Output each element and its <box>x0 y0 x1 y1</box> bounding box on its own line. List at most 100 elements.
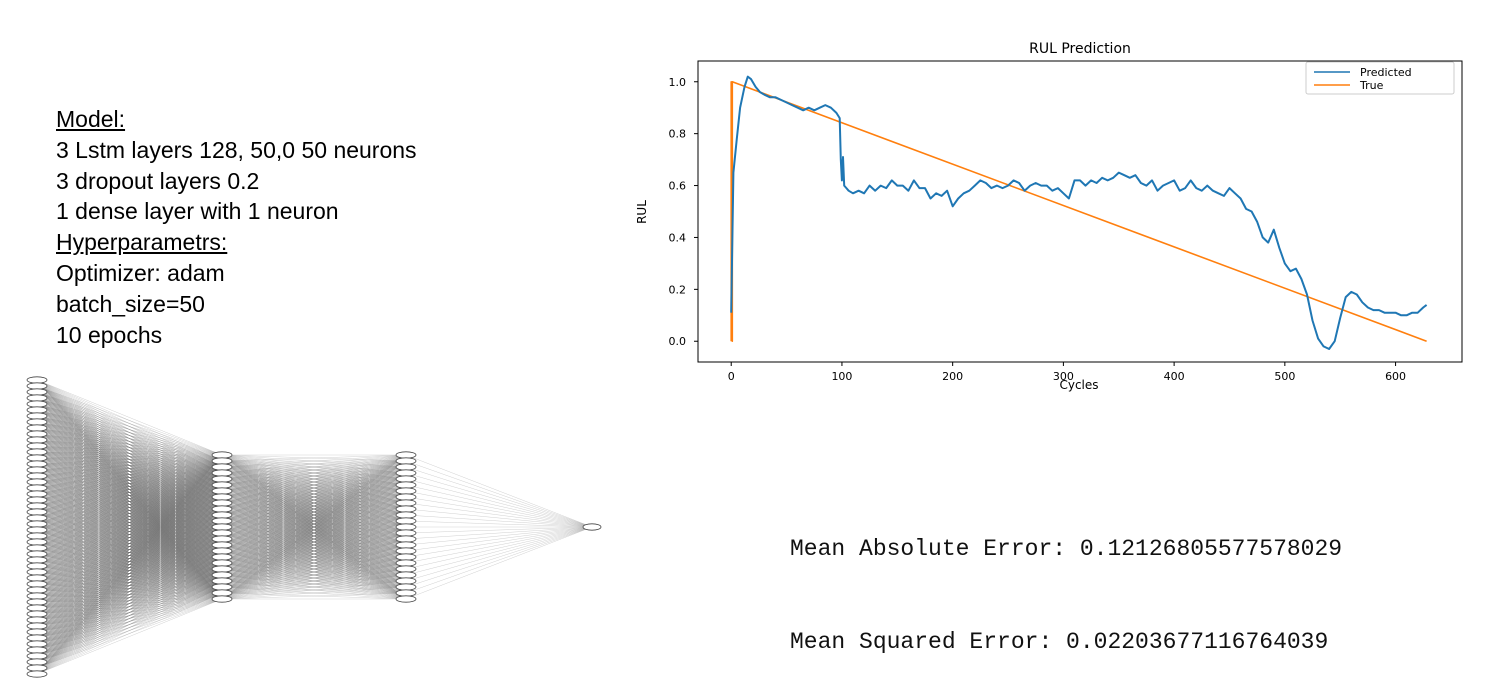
nn-neuron <box>395 565 417 573</box>
nn-neuron <box>211 475 233 483</box>
x-tick-label: 0 <box>728 370 735 383</box>
nn-neurons <box>26 376 602 678</box>
y-tick-label: 0.0 <box>669 335 687 348</box>
nn-edges-layer-2 <box>405 454 593 600</box>
nn-neuron <box>26 550 48 558</box>
nn-neuron <box>395 589 417 597</box>
nn-neuron <box>26 388 48 396</box>
y-tick-label: 0.8 <box>669 128 687 141</box>
nn-neuron <box>211 505 233 513</box>
y-tick-label: 0.2 <box>669 283 687 296</box>
nn-neuron <box>395 463 417 471</box>
chart-title: RUL Prediction <box>1029 41 1131 57</box>
nn-neuron <box>395 511 417 519</box>
nn-edges-layer-1 <box>221 454 407 600</box>
nn-neuron <box>26 460 48 468</box>
model-heading: Model: <box>56 106 126 132</box>
nn-edges-layer-0 <box>36 379 223 675</box>
nn-neuron <box>26 418 48 426</box>
nn-neuron <box>211 535 233 543</box>
legend-label-true: True <box>1359 79 1384 92</box>
neural-network-diagram <box>26 376 602 678</box>
nn-neuron <box>26 466 48 474</box>
hyper-line-optimizer: Optimizer: adam <box>56 259 225 286</box>
nn-neuron <box>395 559 417 567</box>
nn-neuron <box>395 547 417 555</box>
nn-neuron <box>211 487 233 495</box>
series-line-true <box>730 81 1427 342</box>
hyper-line-epochs: 10 epochs <box>56 321 163 348</box>
model-info-panel: Model: 3 Lstm layers 128, 50,0 50 neuron… <box>56 104 417 350</box>
nn-neuron <box>211 577 233 585</box>
x-tick-label: 300 <box>1053 370 1074 383</box>
nn-neuron <box>395 451 417 459</box>
nn-neuron <box>395 457 417 465</box>
model-layer-line-lstm: 3 Lstm layers 128, 50,0 50 neurons <box>56 136 417 163</box>
model-layer-line-dropout: 3 dropout layers 0.2 <box>56 167 260 194</box>
metrics-panel: Mean Absolute Error: 0.12126805577578029… <box>790 472 1342 689</box>
nn-neuron <box>26 484 48 492</box>
nn-neuron <box>26 502 48 510</box>
x-tick-label: 600 <box>1385 370 1406 383</box>
nn-neuron <box>26 448 48 456</box>
hyperparameters-heading: Hyperparametrs: <box>56 229 228 256</box>
nn-neuron <box>26 598 48 606</box>
nn-neuron <box>211 517 233 525</box>
mse-text: Mean Squared Error: 0.02203677116764039 <box>790 629 1329 655</box>
nn-neuron <box>26 490 48 498</box>
nn-neuron <box>211 559 233 567</box>
x-axis-label: Cycles <box>1059 378 1098 392</box>
nn-neuron <box>26 514 48 522</box>
nn-neuron <box>395 517 417 525</box>
nn-neuron <box>395 481 417 489</box>
nn-neuron <box>26 406 48 414</box>
nn-neuron <box>26 400 48 408</box>
nn-neuron <box>26 520 48 528</box>
nn-neuron <box>395 505 417 513</box>
y-axis-label: RUL <box>635 200 649 224</box>
nn-neuron <box>582 523 602 531</box>
nn-neuron <box>26 622 48 630</box>
nn-neuron <box>211 469 233 477</box>
nn-neuron <box>211 523 233 531</box>
y-tick-label: 0.4 <box>669 231 687 244</box>
nn-neuron <box>26 568 48 576</box>
nn-neuron <box>395 469 417 477</box>
nn-neuron <box>26 580 48 588</box>
nn-neuron <box>26 670 48 678</box>
x-axis-ticks: 0 100 200 300 400 500 600 <box>728 362 1406 383</box>
nn-neuron <box>26 658 48 666</box>
nn-neuron <box>26 454 48 462</box>
nn-neuron <box>395 523 417 531</box>
nn-neuron <box>211 565 233 573</box>
nn-neuron <box>26 586 48 594</box>
nn-neuron <box>26 628 48 636</box>
nn-neuron <box>211 493 233 501</box>
nn-neuron <box>211 589 233 597</box>
nn-neuron <box>395 595 417 603</box>
nn-neuron <box>26 478 48 486</box>
nn-neuron <box>26 592 48 600</box>
nn-neuron <box>26 508 48 516</box>
rul-prediction-chart: RUL Prediction 0 100 200 300 400 500 600 0.00.… <box>635 41 1463 392</box>
nn-neuron <box>26 544 48 552</box>
nn-neuron <box>211 463 233 471</box>
x-tick-label: 100 <box>831 370 852 383</box>
nn-neuron <box>211 457 233 465</box>
x-tick-label: 400 <box>1164 370 1185 383</box>
nn-neuron <box>26 532 48 540</box>
nn-neuron <box>26 616 48 624</box>
nn-neuron <box>395 577 417 585</box>
nn-neuron <box>395 475 417 483</box>
nn-neuron <box>395 535 417 543</box>
nn-neuron <box>211 583 233 591</box>
nn-neuron <box>26 472 48 480</box>
nn-neuron <box>211 529 233 537</box>
nn-neuron <box>211 481 233 489</box>
nn-neuron <box>26 538 48 546</box>
legend-label-predicted: Predicted <box>1360 66 1412 79</box>
nn-neuron <box>211 511 233 519</box>
nn-neuron <box>26 394 48 402</box>
y-axis-ticks: 0.0 0.2 0.4 0.6 0.8 1.0 <box>669 76 698 348</box>
